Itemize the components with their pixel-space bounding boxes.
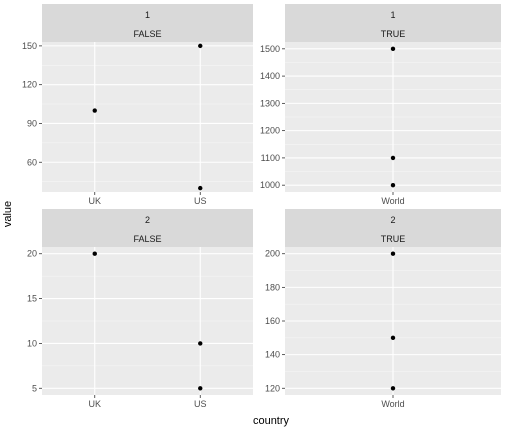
data-point: [198, 185, 203, 191]
x-tick-label: US: [194, 196, 207, 206]
x-tick-label: World: [381, 196, 404, 206]
data-point: [390, 335, 396, 341]
facet-panel-2: 1 TRUE 1000 1100 1200 1300 1400 1500 World: [260, 4, 501, 206]
y-tick-label: 15: [27, 294, 37, 304]
facet-panel-1: 1 FALSE 60 90 120 150 UK US: [22, 4, 253, 206]
facet-strip-label-top: 2: [390, 215, 395, 225]
x-axis-title: country: [253, 415, 290, 427]
facet-panel-4: 2 TRUE 120 140 160 180 200 World: [265, 209, 501, 409]
y-axis-title: value: [2, 201, 14, 227]
x-tick-label: US: [194, 399, 207, 409]
data-point: [390, 182, 396, 188]
data-point: [390, 155, 396, 161]
x-tick-label: UK: [88, 399, 101, 409]
y-tick-label: 1200: [260, 126, 280, 136]
y-tick-label: 20: [27, 249, 37, 259]
y-tick-label: 120: [22, 80, 37, 90]
y-tick-label: 1000: [260, 180, 280, 190]
data-point: [198, 386, 203, 391]
y-tick-label: 160: [265, 316, 280, 326]
facet-strip-label-bottom: TRUE: [381, 234, 406, 244]
data-point: [390, 46, 396, 52]
panel-background: [42, 42, 253, 192]
data-point: [92, 251, 97, 256]
y-tick-label: 10: [27, 338, 37, 348]
facet-strip-label-top: 2: [145, 215, 150, 225]
facet-strip: [42, 209, 253, 247]
facet-strip-label-bottom: FALSE: [133, 29, 161, 39]
facet-strip: [285, 4, 501, 42]
facet-strip: [285, 209, 501, 247]
data-point: [92, 108, 97, 113]
x-tick-label: UK: [88, 196, 101, 206]
y-tick-label: 5: [32, 383, 37, 393]
data-point: [390, 386, 396, 391]
y-tick-label: 200: [265, 249, 280, 259]
data-point: [390, 251, 396, 256]
facet-strip-label-top: 1: [145, 10, 150, 20]
y-tick-label: 120: [265, 383, 280, 393]
y-tick-label: 180: [265, 282, 280, 292]
y-tick-label: 1300: [260, 98, 280, 108]
y-tick-label: 140: [265, 350, 280, 360]
y-tick-label: 1400: [260, 71, 280, 81]
y-tick-label: 150: [22, 41, 37, 51]
facet-strip-label-top: 1: [390, 10, 395, 20]
facet-strip: [42, 4, 253, 42]
x-tick-label: World: [381, 399, 404, 409]
data-point: [198, 43, 203, 49]
facet-panel-3: 2 FALSE 5 10 15 20 UK US: [27, 209, 253, 409]
y-tick-label: 60: [27, 157, 37, 167]
facet-strip-label-bottom: FALSE: [133, 234, 161, 244]
y-tick-label: 90: [27, 118, 37, 128]
data-point: [198, 341, 203, 346]
y-tick-label: 1500: [260, 44, 280, 54]
facet-strip-label-bottom: TRUE: [381, 29, 406, 39]
y-tick-label: 1100: [261, 153, 280, 163]
